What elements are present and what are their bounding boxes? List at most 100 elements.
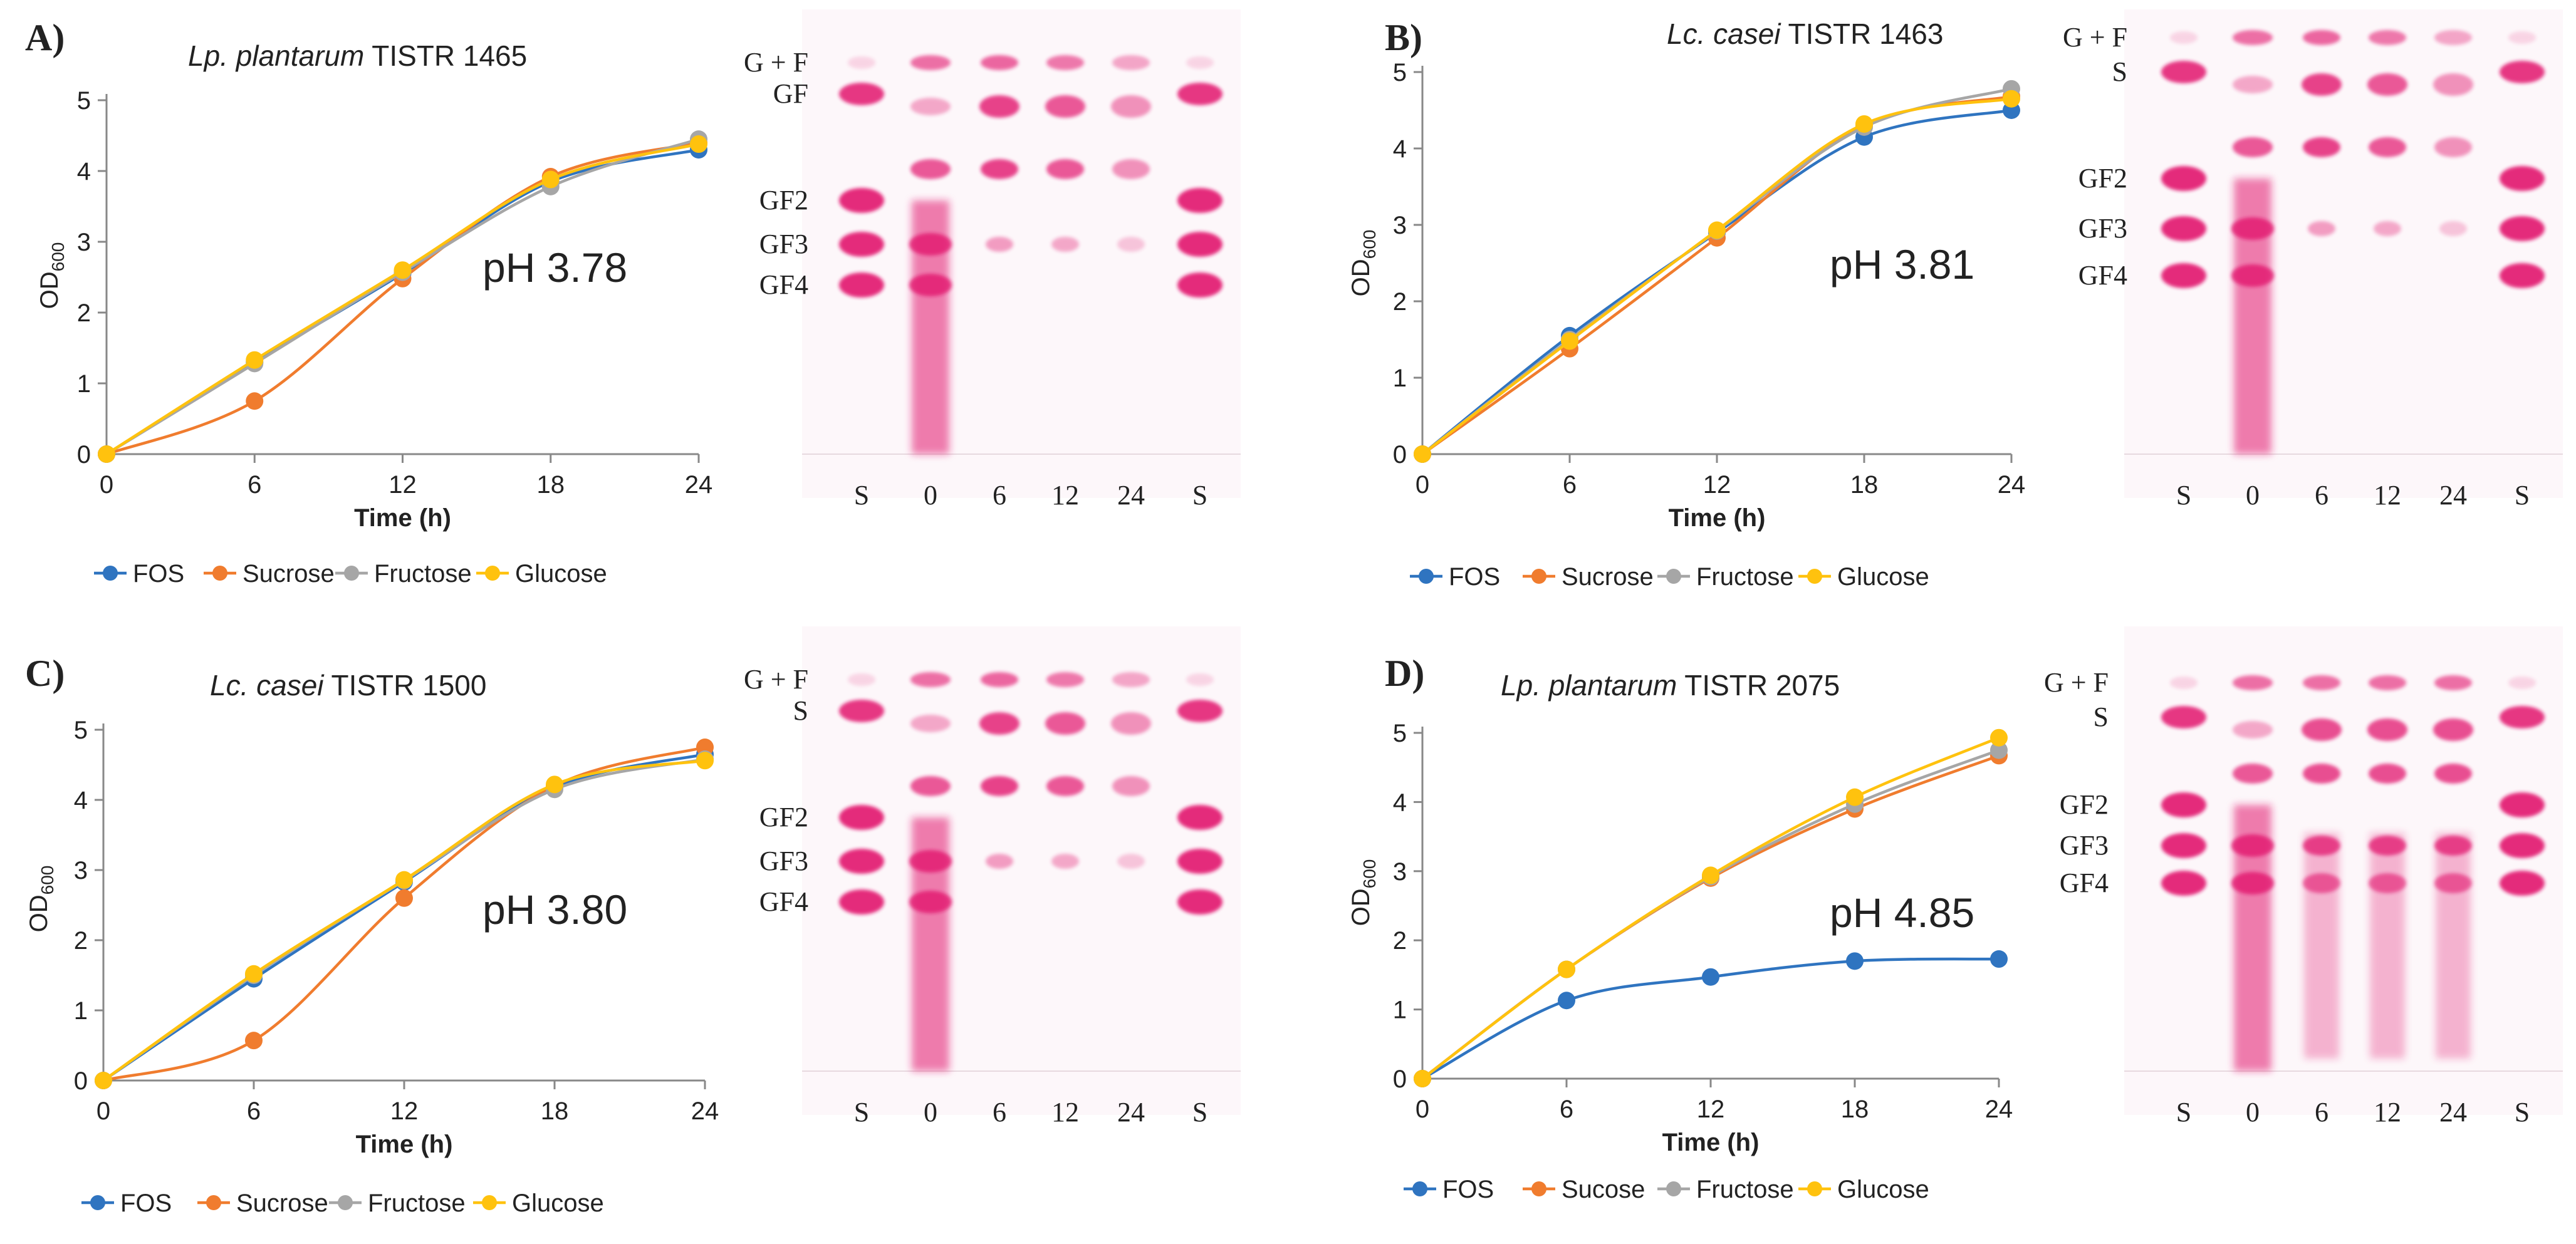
tlc-spot-sample: [1046, 55, 1084, 70]
x-tick-label: 0: [100, 471, 113, 499]
tlc-band-label: S: [793, 695, 808, 726]
y-axis-label-sub: 600: [48, 242, 68, 272]
tlc-spot-sample: [2233, 675, 2273, 690]
tlc-spot-sample: [1046, 159, 1084, 179]
tlc-lane-label: 6: [2315, 480, 2328, 511]
tlc-spot-standard: [839, 805, 884, 830]
y-tick-label: 1: [1393, 997, 1407, 1024]
tlc-spot-sample: [1046, 672, 1084, 687]
tlc-band-label: GF4: [2060, 868, 2109, 898]
x-tick-label: 24: [691, 1097, 719, 1125]
y-tick-label: 1: [1393, 365, 1407, 392]
tlc-lane-label: 6: [2315, 1097, 2328, 1127]
tlc-spot-standard: [1186, 673, 1214, 686]
tlc-lane-label: S: [2176, 1097, 2191, 1127]
y-axis-label: OD600: [36, 242, 68, 309]
tlc-spot-sample: [2369, 873, 2406, 893]
ph-annotation: pH 3.80: [482, 886, 627, 933]
y-axis-label-sub: 600: [38, 866, 57, 895]
tlc-band-label: GF4: [759, 269, 808, 300]
tlc-spot-standard: [1177, 232, 1223, 257]
y-tick-label: 0: [1393, 1065, 1407, 1093]
tlc-spot-sample: [2302, 718, 2342, 741]
y-axis-label: OD600: [1347, 859, 1379, 926]
tlc-spot-sample: [2303, 764, 2340, 784]
x-axis-label: Time (h): [1662, 1129, 1760, 1156]
tlc-spot-standard: [2161, 871, 2206, 896]
data-point-glucose: [95, 1072, 112, 1089]
tlc-band-label: G + F: [2063, 22, 2127, 53]
y-tick-label: 1: [77, 370, 91, 398]
data-point-fos: [1558, 992, 1575, 1010]
tlc-spot-sample: [986, 854, 1013, 869]
tlc-spot-standard: [2161, 706, 2206, 728]
tlc-smear: [2304, 833, 2339, 1059]
tlc-spot-sample: [2434, 30, 2472, 45]
tlc-spot-standard: [2500, 263, 2545, 288]
tlc-band-label: GF: [773, 78, 808, 109]
y-tick-label: 4: [74, 787, 88, 814]
tlc-lane-label: S: [2515, 1097, 2530, 1127]
x-axis-label: Time (h): [1669, 504, 1766, 532]
legend-swatch-marker: [338, 1195, 353, 1210]
y-tick-label: 5: [74, 717, 88, 744]
tlc-spot-standard: [2508, 676, 2536, 689]
x-tick-label: 12: [388, 471, 417, 499]
legend-label-sucrose: Sucrose: [1562, 563, 1654, 591]
tlc-spot-sample: [909, 274, 952, 296]
tlc-spot-sample: [2433, 718, 2473, 741]
legend-swatch-marker: [90, 1195, 105, 1210]
legend-label-glucose: Glucose: [515, 560, 607, 588]
chart-title: Lc. casei TISTR 1500: [210, 669, 486, 702]
tlc-lane-label: S: [854, 480, 869, 511]
tlc-spot-sample: [2231, 264, 2274, 287]
legend-swatch-marker: [1807, 569, 1822, 584]
y-axis-label-main: OD: [36, 271, 63, 309]
tlc-spot-standard: [2500, 833, 2545, 858]
tlc-lane-label: S: [2176, 480, 2191, 511]
tlc-spot-sample: [1111, 95, 1151, 118]
tlc-spot-sample: [2303, 675, 2340, 690]
tlc-spot-sample: [2369, 836, 2406, 856]
tlc-spot-standard: [1177, 889, 1223, 915]
tlc-spot-sample: [2303, 137, 2340, 157]
legend-swatch-marker: [1531, 569, 1546, 584]
data-point-fructose: [1990, 741, 2008, 759]
tlc-band-label: GF3: [2060, 830, 2109, 861]
x-tick-label: 12: [390, 1097, 419, 1125]
tlc-spot-sample: [2303, 836, 2340, 856]
y-tick-label: 2: [74, 927, 88, 955]
tlc-spot-sample: [2367, 73, 2407, 96]
tlc-lane-label: 12: [1051, 480, 1079, 511]
tlc-lane-label: S: [2515, 480, 2530, 511]
y-tick-label: 2: [1393, 927, 1407, 955]
legend-label-fructose: Fructose: [374, 560, 472, 588]
tlc-spot-standard: [2161, 166, 2206, 191]
tlc-spot-sample: [1046, 776, 1084, 796]
y-axis-label-main: OD: [1347, 259, 1375, 296]
data-point-glucose: [1558, 960, 1575, 978]
x-tick-label: 12: [1703, 471, 1731, 499]
tlc-spot-sample: [2434, 873, 2472, 893]
data-point-glucose: [1846, 788, 1864, 806]
x-tick-label: 6: [1560, 1096, 1573, 1123]
chart-title-strain: TISTR 1463: [1781, 18, 1944, 50]
tlc-spot-sample: [2308, 221, 2335, 236]
y-tick-label: 3: [1393, 858, 1407, 886]
tlc-lane-label: 6: [993, 1097, 1006, 1127]
tlc-spot-sample: [2367, 718, 2407, 741]
tlc-band-label: GF3: [759, 229, 808, 259]
tlc-spot-sample: [2303, 30, 2340, 45]
tlc-plate: G + F S GF2 GF3 GF4 S 0 6 12 24 S: [2044, 626, 2563, 1127]
tlc-band-label: G + F: [2044, 667, 2109, 698]
data-point-glucose: [690, 135, 707, 153]
tlc-spot-standard: [848, 56, 875, 69]
panel-label: A): [25, 17, 65, 58]
data-point-glucose: [1561, 332, 1578, 350]
tlc-spot-sample: [2434, 137, 2472, 157]
tlc-spot-sample: [2433, 73, 2473, 96]
panel-label: D): [1385, 653, 1424, 694]
tlc-spot-standard: [2500, 61, 2545, 83]
tlc-spot-sample: [981, 159, 1018, 179]
legend-swatch-marker: [1807, 1181, 1822, 1196]
